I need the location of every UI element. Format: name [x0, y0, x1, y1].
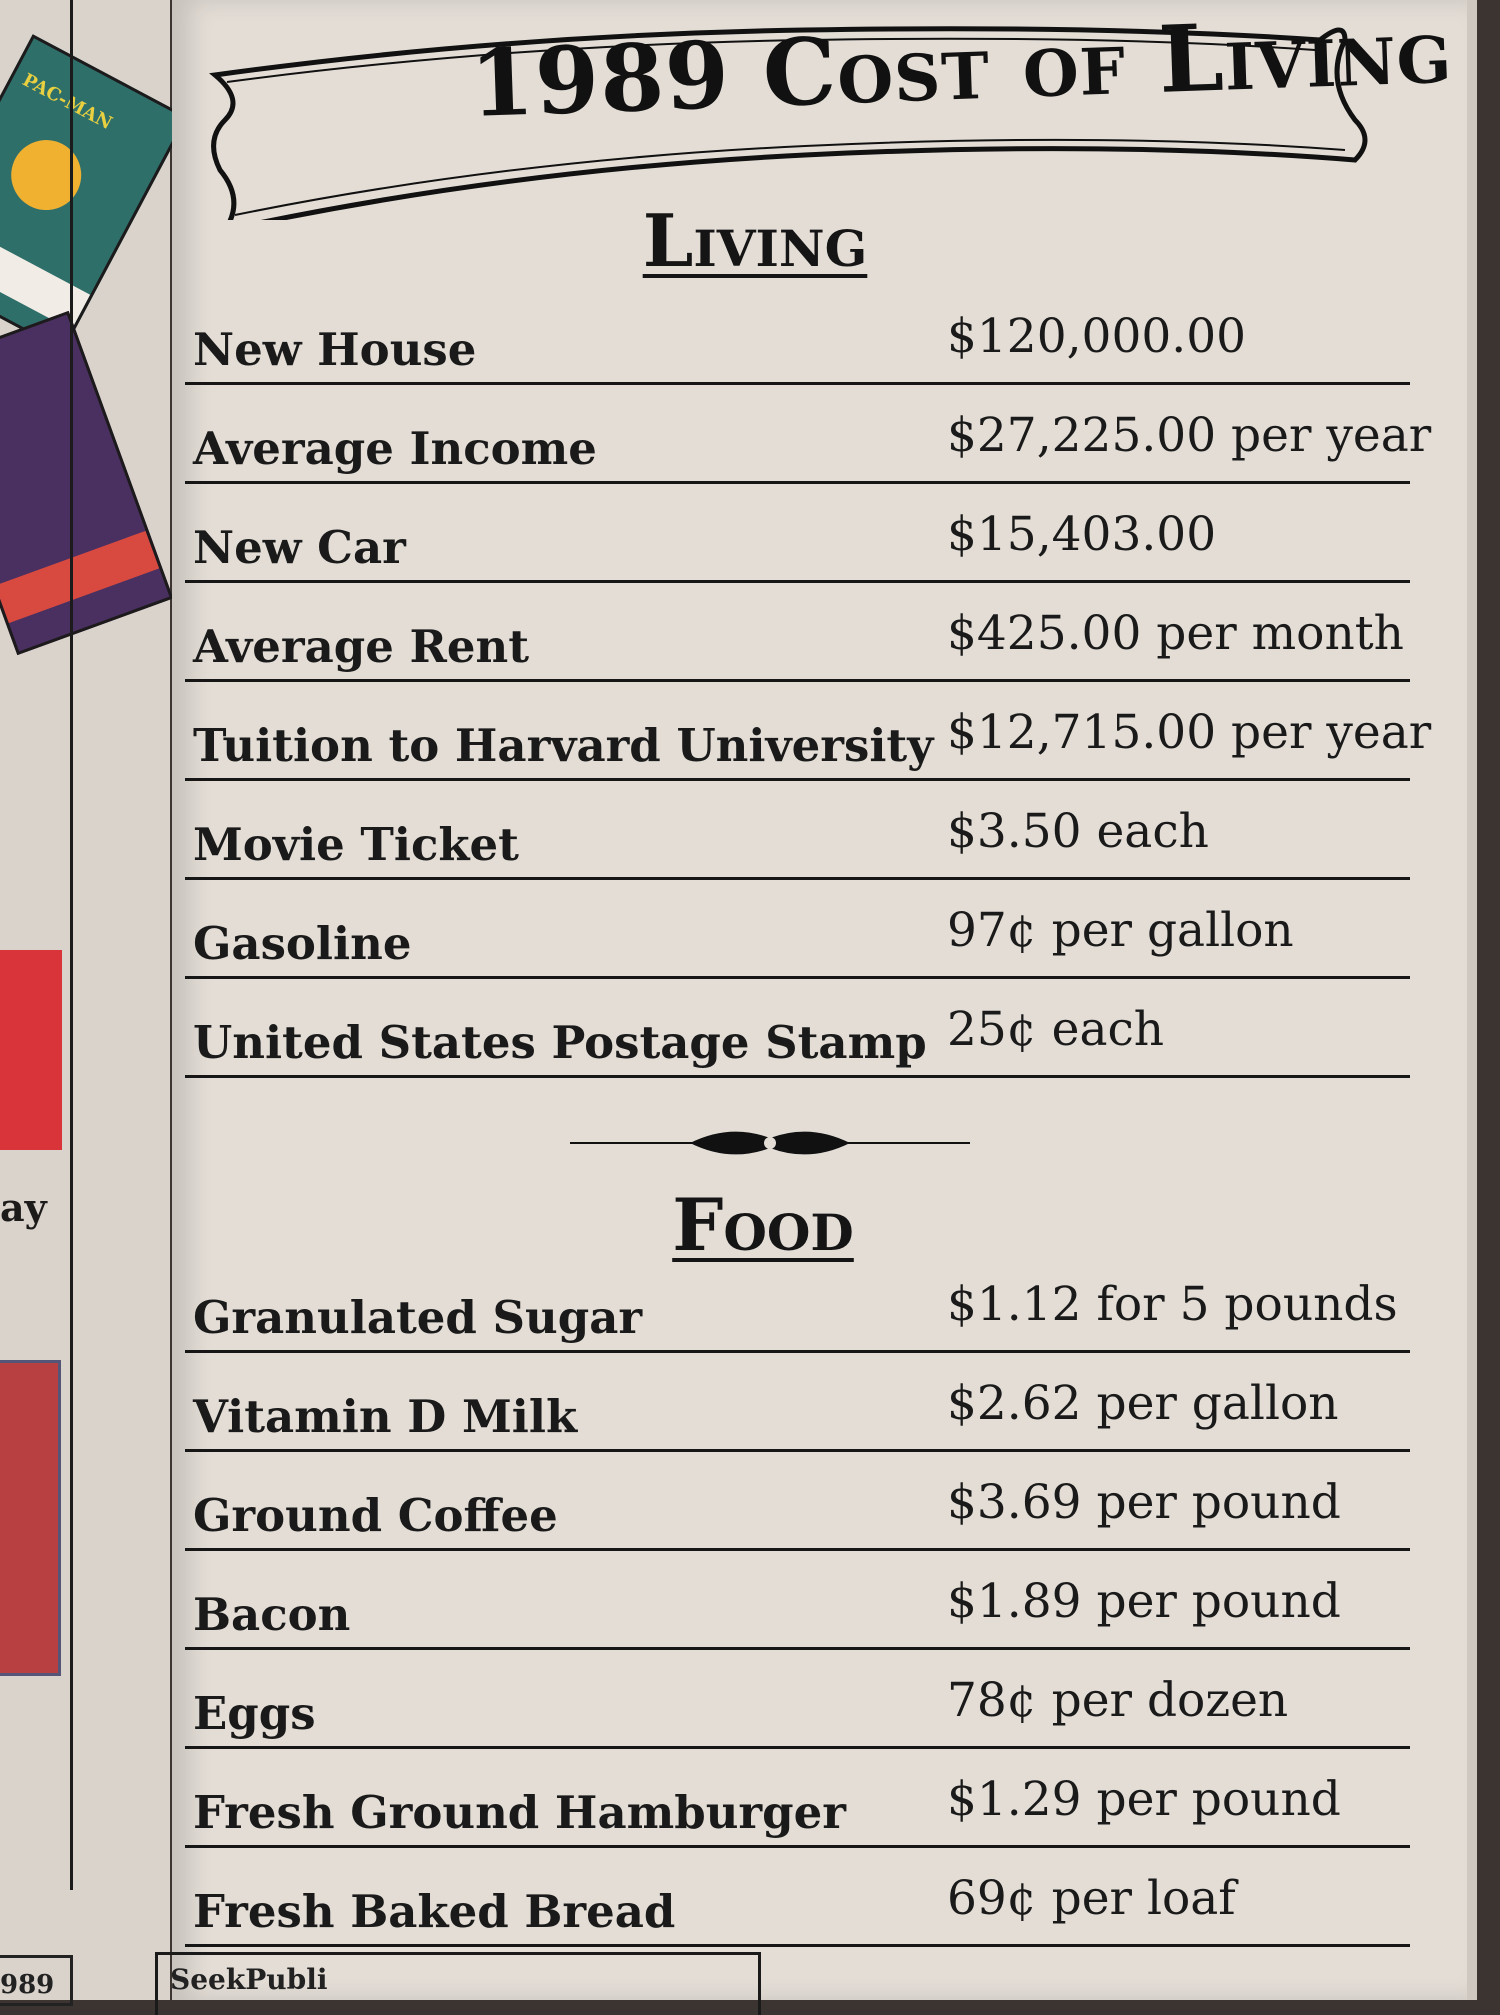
row-value: $12,715.00 per year — [947, 705, 1432, 760]
footer-text: SeekPubli — [170, 1963, 328, 1996]
row-label: Average Income — [193, 422, 597, 475]
pac-man-character — [0, 127, 94, 223]
row-value: $2.62 per gallon — [947, 1376, 1339, 1431]
table-row: Movie Ticket $3.50 each — [185, 778, 1410, 880]
table-row: Bacon $1.89 per pound — [185, 1548, 1410, 1650]
living-heading: Living — [642, 198, 868, 283]
row-label: Ground Coffee — [193, 1489, 558, 1542]
table-row: Vitamin D Milk $2.62 per gallon — [185, 1350, 1410, 1452]
row-value: 97¢ per gallon — [947, 903, 1294, 958]
frame-line — [70, 0, 73, 1890]
row-value: 25¢ each — [947, 1002, 1165, 1057]
row-label: Bacon — [193, 1588, 351, 1641]
table-row: Tuition to Harvard University $12,715.00 … — [185, 679, 1431, 781]
row-label: United States Postage Stamp — [193, 1016, 927, 1069]
ornament-divider-icon — [570, 1131, 970, 1155]
left-page-number-box: 989 — [0, 1955, 73, 2006]
row-label: Tuition to Harvard University — [193, 719, 934, 772]
cover-band — [0, 214, 91, 331]
footer-box: SeekPubli — [155, 1952, 761, 2015]
row-label: Vitamin D Milk — [193, 1390, 578, 1443]
row-value: $1.12 for 5 pounds — [947, 1277, 1398, 1332]
table-row: Granulated Sugar $1.12 for 5 pounds — [185, 1251, 1410, 1353]
row-value: 69¢ per loaf — [947, 1871, 1236, 1926]
cover-logo: PAC-MAN — [18, 69, 116, 135]
table-row: Average Rent $425.00 per month — [185, 580, 1410, 682]
red-letter-graphic — [0, 950, 62, 1150]
row-label: Movie Ticket — [193, 818, 519, 871]
row-label: Fresh Baked Bread — [193, 1885, 676, 1938]
row-value: 78¢ per dozen — [947, 1673, 1289, 1728]
food-heading: Food — [672, 1182, 854, 1267]
cover-band — [0, 530, 160, 624]
row-value: $1.89 per pound — [947, 1574, 1341, 1629]
left-page: PAC-MAN ay 989 — [0, 0, 189, 2006]
row-label: Gasoline — [193, 917, 412, 970]
table-row: Eggs 78¢ per dozen — [185, 1647, 1410, 1749]
table-row: Fresh Baked Bread 69¢ per loaf — [185, 1845, 1410, 1947]
table-row: Average Income $27,225.00 per year — [185, 382, 1431, 484]
table-row: Fresh Ground Hamburger $1.29 per pound — [185, 1746, 1410, 1848]
table-row: Gasoline 97¢ per gallon — [185, 877, 1410, 979]
table-row: New House $120,000.00 — [185, 283, 1410, 385]
row-label: New Car — [193, 521, 406, 574]
row-value: $3.69 per pound — [947, 1475, 1341, 1530]
game-cover — [0, 310, 174, 656]
title-banner: 1989 Cost of Living — [205, 0, 1454, 220]
page-edge — [1467, 0, 1477, 2000]
row-value: $120,000.00 — [947, 309, 1247, 364]
row-value: $3.50 each — [947, 804, 1209, 859]
row-label: Eggs — [193, 1687, 316, 1740]
row-value: $425.00 per month — [947, 606, 1404, 661]
row-label: Average Rent — [193, 620, 530, 673]
row-value: $27,225.00 per year — [947, 408, 1432, 463]
row-label: Fresh Ground Hamburger — [193, 1786, 846, 1839]
banner-scroll-icon — [209, 26, 1368, 220]
game-cover — [0, 1360, 61, 1676]
table-row: New Car $15,403.00 — [185, 481, 1410, 583]
table-row: United States Postage Stamp 25¢ each — [185, 976, 1410, 1078]
row-value: $1.29 per pound — [947, 1772, 1341, 1827]
pac-man-game-cover: PAC-MAN — [0, 34, 189, 352]
row-value: $15,403.00 — [947, 507, 1217, 562]
row-label: Granulated Sugar — [193, 1291, 643, 1344]
left-page-text-fragment: ay — [0, 1185, 47, 1230]
row-label: New House — [193, 323, 477, 376]
right-page — [172, 0, 1467, 2000]
table-row: Ground Coffee $3.69 per pound — [185, 1449, 1410, 1551]
